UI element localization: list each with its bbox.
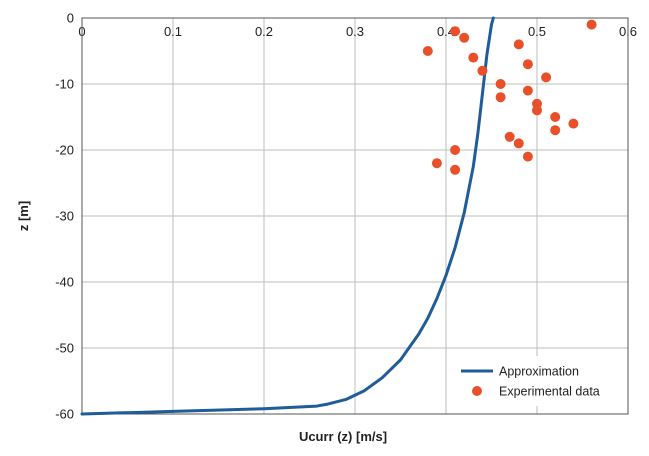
y-tick-label: -20: [55, 143, 74, 158]
legend-entry-label: Experimental data: [499, 385, 600, 399]
legend-dot-swatch: [472, 386, 482, 396]
series: [80, 16, 597, 416]
experimental-data-point: [459, 32, 470, 43]
legend: Approximation Experimental data: [455, 356, 625, 406]
experimental-data-point: [495, 92, 506, 103]
x-tick-label: 0.5: [528, 24, 546, 39]
y-tick-label: -40: [55, 275, 74, 290]
experimental-data-point: [522, 59, 533, 70]
y-axis-label: z [m]: [16, 201, 31, 231]
plot-frame: [81, 17, 629, 415]
x-tick-label: 0.3: [346, 24, 364, 39]
x-tick-label: 0.2: [255, 24, 273, 39]
experimental-data-point: [450, 145, 461, 155]
experimental-data-point: [550, 112, 561, 122]
x-tick-label: 0.4: [437, 24, 455, 39]
experimental-data-point: [513, 138, 524, 149]
tick-labels: 0 0.1 0.2 0.3 0.4 0.5 0.60-10-20-30-40-50-60: [55, 11, 637, 422]
x-tick-label: 0.1: [164, 24, 182, 39]
experimental-data-point: [532, 105, 542, 116]
y-tick-label: -60: [55, 407, 74, 422]
experimental-data-point: [477, 65, 488, 76]
experimental-data-point: [431, 158, 442, 169]
experimental-data-point: [522, 85, 533, 96]
experimental-data-point: [450, 26, 461, 37]
y-tick-label: -10: [55, 77, 74, 92]
experimental-data-point: [450, 164, 461, 175]
y-tick-label: 0: [67, 11, 74, 26]
experimental-data-point: [541, 72, 552, 83]
y-tick-label: -50: [55, 341, 74, 356]
y-tick-label: -30: [55, 209, 74, 224]
legend-box: [455, 356, 625, 406]
experimental-data-point: [513, 39, 524, 50]
legend-entry-label: Approximation: [499, 365, 579, 379]
approximation-line: [80, 16, 495, 416]
experimental-data-point: [495, 79, 506, 89]
experimental-data-point: [550, 125, 561, 136]
x-axis-label: Ucurr (z) [m/s]: [299, 429, 387, 444]
experimental-data-point: [422, 46, 433, 56]
experimental-data-point: [504, 131, 515, 142]
experimental-data-point: [568, 118, 579, 129]
experimental-data-point: [522, 151, 533, 162]
experimental-data-point: [468, 52, 479, 63]
experimental-data-point: [586, 19, 597, 30]
